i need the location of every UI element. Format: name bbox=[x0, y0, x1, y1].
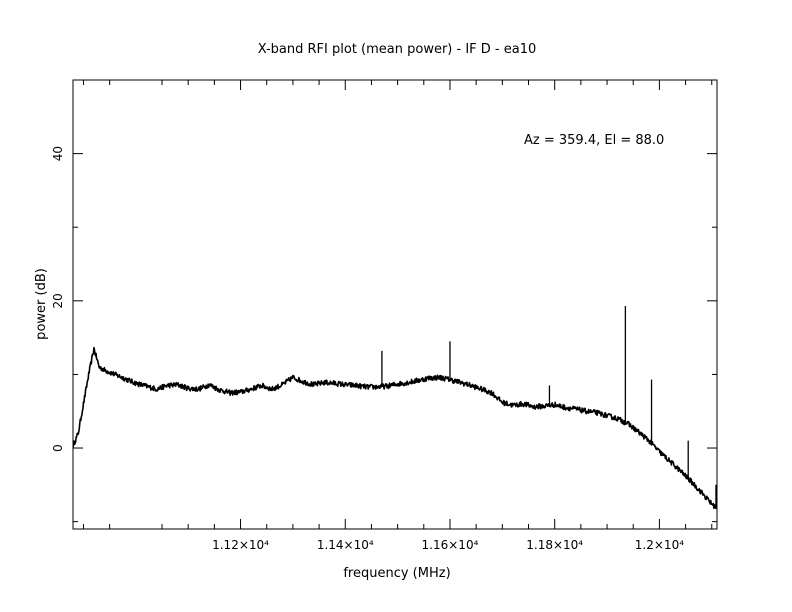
chart-title: X-band RFI plot (mean power) - IF D - ea… bbox=[258, 42, 537, 57]
x-tick-label-0: 1.12×10⁴ bbox=[212, 538, 269, 552]
x-axis-label: frequency (MHz) bbox=[343, 566, 450, 581]
y-tick-label-2: 40 bbox=[51, 146, 65, 161]
x-tick-label-2: 1.16×10⁴ bbox=[422, 538, 479, 552]
series-group bbox=[73, 305, 717, 510]
y-tick-label-1: 20 bbox=[51, 293, 65, 308]
x-tick-labels: 1.12×10⁴ 1.14×10⁴ 1.16×10⁴ 1.18×10⁴ 1.2×10⁴ bbox=[212, 538, 684, 552]
annotation-az-el: Az = 359.4, El = 88.0 bbox=[524, 133, 664, 148]
y-tick-label-0: 0 bbox=[51, 444, 65, 452]
x-tick-label-1: 1.14×10⁴ bbox=[317, 538, 374, 552]
series-line-0 bbox=[73, 346, 717, 510]
x-tick-label-4: 1.2×10⁴ bbox=[635, 538, 684, 552]
y-tick-labels: 0 20 40 bbox=[51, 146, 65, 452]
y-axis-label: power (dB) bbox=[34, 268, 49, 340]
plot-frame bbox=[72, 79, 718, 530]
axis-ticks bbox=[73, 79, 717, 529]
x-tick-label-3: 1.18×10⁴ bbox=[526, 538, 583, 552]
